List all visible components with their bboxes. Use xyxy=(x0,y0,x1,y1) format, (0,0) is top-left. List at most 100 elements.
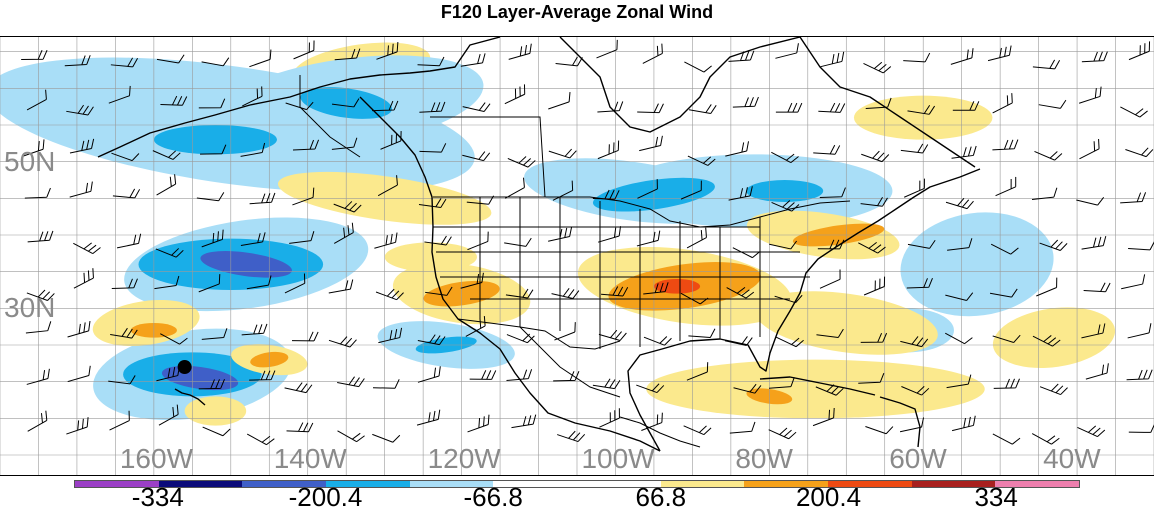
wind-barb xyxy=(820,51,845,68)
wind-barb xyxy=(154,275,180,290)
wind-barb xyxy=(865,97,892,110)
wind-barb xyxy=(418,198,447,208)
wind-barb xyxy=(592,189,620,200)
wind-barb xyxy=(858,372,885,384)
wind-barb xyxy=(155,248,184,258)
wind-barb xyxy=(1036,277,1058,297)
wind-barb xyxy=(1120,192,1147,204)
wind-barb xyxy=(858,241,886,254)
wind-shade-pos1 xyxy=(384,242,477,272)
wind-barb xyxy=(376,42,399,60)
wind-barb xyxy=(771,151,799,164)
wind-barb xyxy=(508,43,532,60)
lon-label-100w: 100W xyxy=(581,443,655,474)
wind-barb xyxy=(596,39,618,59)
wind-barb xyxy=(158,404,179,426)
colorbar xyxy=(74,480,1080,488)
wind-barb xyxy=(246,433,275,446)
border-alaska-canada xyxy=(299,75,361,158)
coastline-layer xyxy=(97,37,981,452)
wind-barb xyxy=(987,45,1012,62)
wind-barb xyxy=(815,384,844,396)
wind-barb xyxy=(419,143,447,153)
colorbar-swatch xyxy=(75,481,159,487)
wind-barb xyxy=(66,104,94,116)
wind-barb xyxy=(899,417,925,433)
wind-barb xyxy=(903,52,931,63)
wind-barb xyxy=(1121,274,1146,290)
location-marker xyxy=(177,360,192,374)
wind-barb xyxy=(774,294,803,304)
wind-barb xyxy=(416,409,441,426)
wind-barb xyxy=(460,272,484,289)
wind-barb xyxy=(992,334,1021,344)
wind-barb xyxy=(725,141,750,157)
wind-barb xyxy=(112,188,141,199)
wind-barb xyxy=(597,101,624,113)
colorbar-tick-label: -66.8 xyxy=(463,482,523,512)
wind-barb xyxy=(1081,323,1106,339)
wind-barb xyxy=(817,239,845,250)
wind-shade-neg2 xyxy=(746,180,824,202)
border-us-canada xyxy=(433,196,851,228)
colorbar-swatch xyxy=(828,481,912,487)
wind-barb xyxy=(768,377,795,389)
wind-barb xyxy=(776,336,804,348)
wind-barb xyxy=(1083,282,1111,293)
wind-barb xyxy=(246,275,272,290)
wind-barb xyxy=(160,333,188,345)
wind-barb xyxy=(27,410,48,432)
wind-barb xyxy=(775,43,799,59)
wind-shade-pos1 xyxy=(992,307,1116,368)
wind-barb xyxy=(67,365,91,383)
wind-barb xyxy=(684,61,712,73)
lon-label-160w: 160W xyxy=(119,443,194,474)
wind-barb xyxy=(417,56,445,67)
border-mexico-states xyxy=(519,326,621,398)
wind-barb xyxy=(636,230,661,247)
wind-shade-pos1 xyxy=(92,299,200,347)
wind-barb xyxy=(374,232,398,249)
colorbar-swatch xyxy=(158,481,243,487)
wind-barb xyxy=(200,144,227,155)
wind-barb xyxy=(992,139,1019,151)
wind-barb xyxy=(1078,86,1102,104)
coastline-cuba xyxy=(759,376,876,396)
wind-barb xyxy=(289,231,315,244)
wind-barb xyxy=(726,286,755,299)
coastline-canada-north xyxy=(559,37,801,133)
wind-barb xyxy=(1039,239,1068,251)
wind-barb xyxy=(951,415,976,432)
wind-barb xyxy=(1120,106,1148,118)
wind-barb xyxy=(813,144,841,155)
wind-barb xyxy=(989,288,1018,298)
wind-barb xyxy=(26,289,55,301)
wind-barb xyxy=(818,102,846,113)
wind-barb xyxy=(249,370,276,381)
wind-barb xyxy=(337,430,365,443)
wind-barb xyxy=(554,322,576,341)
wind-barb xyxy=(108,85,131,104)
wind-barb xyxy=(504,177,525,199)
wind-barb xyxy=(506,369,533,381)
wind-barb xyxy=(424,235,452,246)
wind-barb xyxy=(116,233,142,249)
wind-barb xyxy=(819,187,846,199)
lon-label-60w: 60W xyxy=(889,443,947,474)
wind-barb xyxy=(25,321,52,334)
wind-barb xyxy=(156,54,185,64)
coastline-west xyxy=(359,96,661,452)
wind-barb xyxy=(469,370,497,380)
wind-barb xyxy=(643,282,669,295)
wind-barb xyxy=(945,197,974,210)
wind-barb xyxy=(1031,433,1060,445)
wind-barb xyxy=(66,417,89,435)
wind-barb xyxy=(1081,51,1108,63)
wind-barb xyxy=(680,180,702,200)
wind-barb xyxy=(992,93,1013,114)
wind-barb xyxy=(331,98,360,108)
wind-barb xyxy=(285,101,314,111)
wind-barb xyxy=(724,336,753,346)
wind-barb xyxy=(201,57,230,67)
wind-barb xyxy=(467,231,489,251)
